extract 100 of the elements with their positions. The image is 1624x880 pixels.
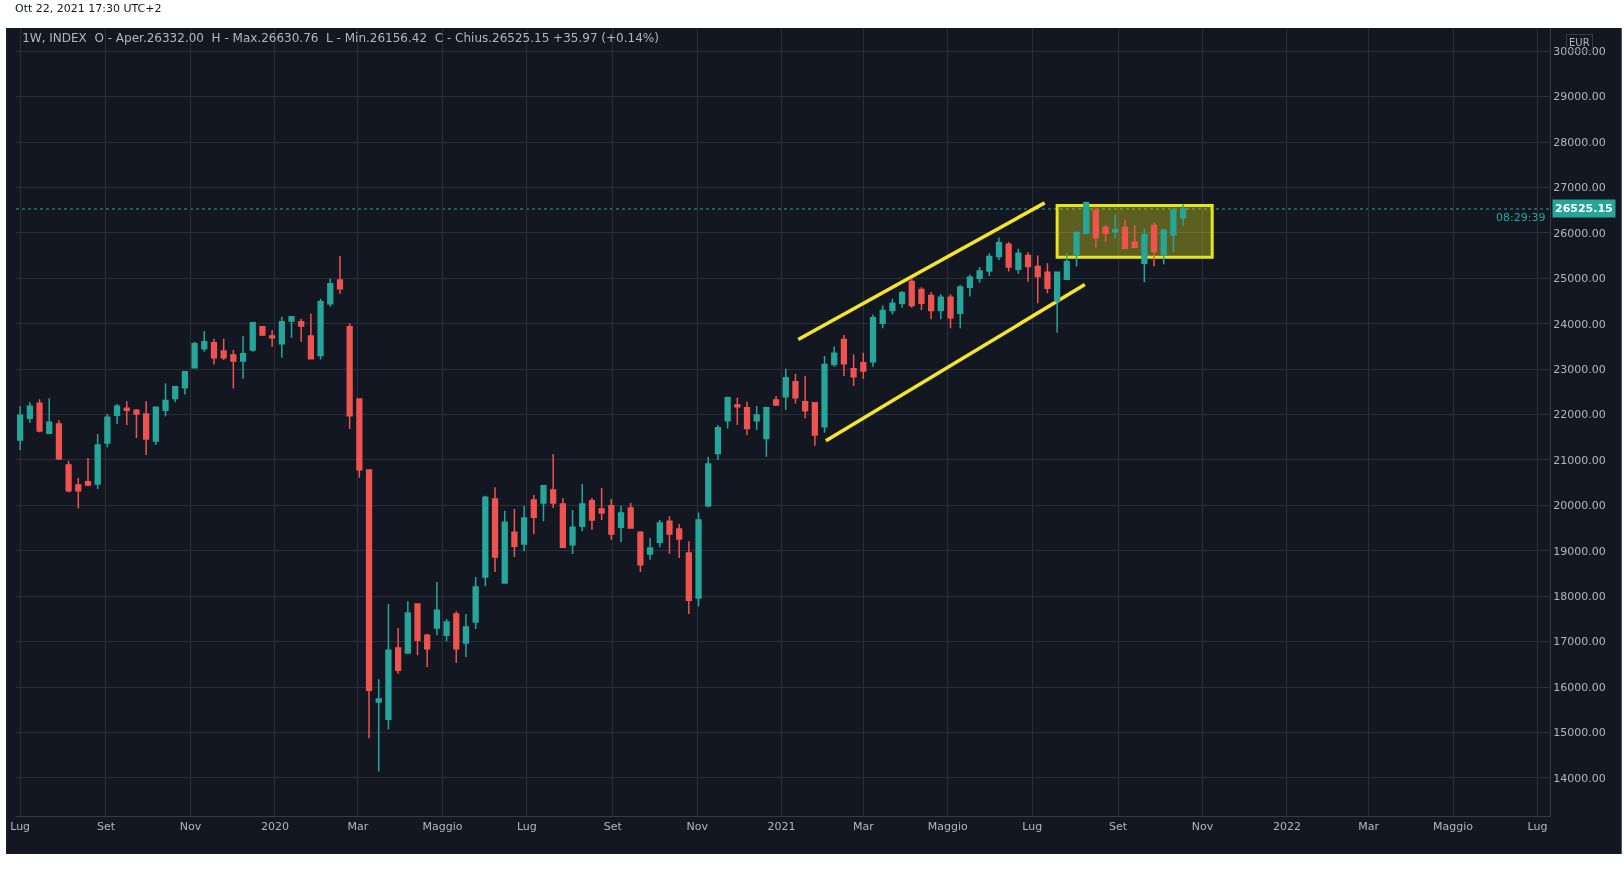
candlestick — [462, 613, 470, 658]
candlestick — [181, 370, 189, 396]
x-tick-label: Mar — [347, 820, 369, 834]
candlestick — [889, 297, 896, 316]
candlestick — [172, 385, 179, 403]
candlestick — [1112, 213, 1119, 240]
candlestick — [472, 576, 479, 630]
candlestick — [976, 266, 983, 284]
x-tick-label: 2020 — [260, 820, 289, 834]
candlestick — [831, 345, 838, 368]
y-tick-label: 20000.00 — [1553, 499, 1606, 513]
candlestick — [1054, 270, 1061, 334]
candlestick — [802, 375, 809, 420]
x-tick-label: Set — [96, 820, 116, 834]
y-tick-label: 28000.00 — [1553, 135, 1606, 149]
candlestick — [966, 273, 974, 298]
candlestick — [772, 395, 780, 407]
candlestick — [1034, 254, 1041, 304]
x-tick-label: Nov — [1191, 820, 1214, 834]
candlestick — [1131, 224, 1138, 250]
candlestick — [210, 337, 218, 366]
y-tick-label: 23000.00 — [1553, 362, 1606, 376]
candlestick — [346, 322, 353, 430]
candlestick — [734, 396, 741, 426]
candlestick — [26, 401, 33, 424]
candlestick — [763, 406, 770, 458]
y-tick-label: 29000.00 — [1553, 90, 1606, 104]
x-tick-label: Set — [603, 820, 623, 834]
candlestick — [695, 511, 702, 607]
text: Ott 22, 2021 17:30 UTC+2 — [15, 2, 162, 15]
candlestick — [821, 355, 828, 434]
candlestick — [424, 633, 431, 668]
candlestick — [540, 485, 547, 522]
candlestick — [1005, 241, 1012, 273]
candlestick — [1160, 228, 1167, 265]
x-tick-label: Lug — [1022, 820, 1043, 834]
candlestick — [666, 515, 673, 555]
candlestick — [269, 329, 276, 348]
candlestick — [453, 610, 460, 664]
y-tick-label: 21000.00 — [1553, 453, 1606, 467]
candlestick — [608, 498, 615, 541]
x-tick-label: Mar — [1358, 820, 1380, 834]
candlestick — [327, 277, 334, 308]
x-tick-label: Maggio — [1433, 820, 1474, 834]
y-tick-label: 16000.00 — [1553, 680, 1606, 694]
candlestick — [530, 494, 537, 535]
candlestick — [1150, 221, 1158, 268]
candlestick — [879, 304, 886, 329]
candlestick — [918, 286, 925, 311]
candlestick — [501, 510, 508, 584]
candlestick — [123, 400, 130, 426]
candlestick — [55, 419, 63, 460]
candlestick — [278, 316, 285, 359]
x-tick-label: Maggio — [927, 820, 969, 834]
candlestick — [433, 581, 441, 636]
candlestick — [133, 409, 140, 439]
candlestick — [1141, 228, 1148, 284]
candlestick — [385, 603, 392, 730]
candlestick — [550, 453, 557, 509]
candlestick — [511, 508, 518, 558]
candlestick — [840, 334, 848, 377]
candlestick — [637, 530, 644, 573]
candlestick — [928, 291, 935, 320]
candlestick — [307, 312, 315, 361]
x-tick-label: Lug — [10, 820, 31, 834]
candlestick — [705, 455, 712, 509]
candlestick — [1073, 230, 1080, 268]
candlestick — [394, 627, 402, 675]
candlestick — [356, 397, 363, 479]
candlestick — [588, 497, 596, 531]
candlestick — [414, 603, 421, 656]
candlestick — [743, 401, 751, 436]
candlestick — [143, 400, 150, 456]
y-tick-label: 14000.00 — [1553, 771, 1606, 785]
candlestick — [375, 678, 382, 773]
candlestick — [1102, 223, 1109, 244]
candlestick — [249, 322, 256, 353]
candlestick — [957, 284, 964, 329]
ref-line-label: 26525.15 — [1555, 202, 1613, 215]
candlestick — [46, 397, 53, 435]
y-tick-label: 19000.00 — [1553, 544, 1606, 558]
y-tick-label: 26000.00 — [1553, 226, 1606, 240]
candlestick — [336, 255, 344, 295]
candlestick — [94, 433, 101, 490]
candlestick — [869, 313, 877, 368]
candlestick — [404, 600, 411, 654]
candlestick — [947, 293, 954, 329]
y-tick-label: 15000.00 — [1553, 726, 1606, 740]
candlestick — [995, 236, 1003, 261]
candlestick — [288, 315, 295, 339]
x-tick-label: Mar — [852, 820, 875, 834]
y-tick-label: 22000.00 — [1553, 408, 1606, 422]
candlestick — [753, 405, 760, 431]
candlestick — [491, 486, 499, 573]
y-tick-label: 24000.00 — [1553, 317, 1606, 331]
x-tick-label: Nov — [686, 820, 709, 834]
chart-title: 1W, INDEX O - Aper.26332.00 H - Max.26630.76 L - Min.26156.42 C - Chius.26525.15 +35.97 (+0.14%) — [22, 30, 659, 45]
candlestick — [17, 405, 24, 451]
candlestick — [113, 403, 121, 425]
candlestick — [520, 505, 528, 552]
